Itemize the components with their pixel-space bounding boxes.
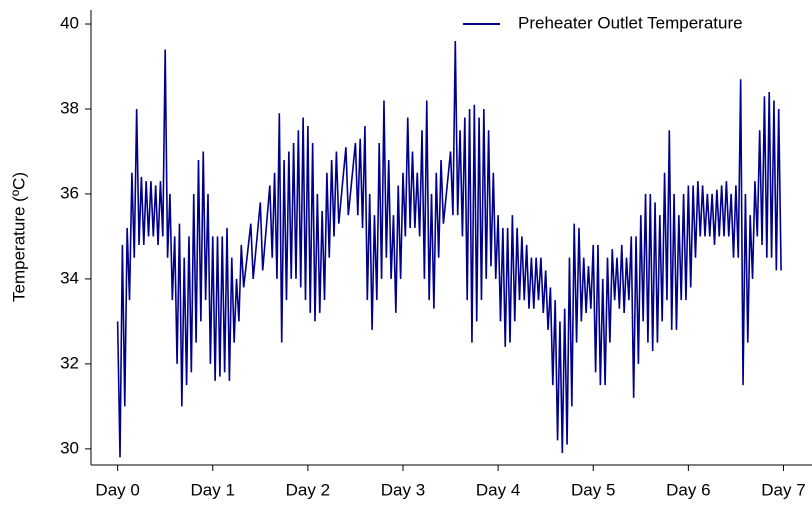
y-axis-label: Temperature (ºC) bbox=[9, 172, 28, 302]
x-tick-label: Day 7 bbox=[761, 480, 805, 499]
y-tick-label: 32 bbox=[60, 353, 79, 372]
x-tick-label: Day 5 bbox=[571, 480, 615, 499]
x-tick-label: Day 6 bbox=[666, 480, 710, 499]
x-tick-label: Day 2 bbox=[286, 480, 330, 499]
data-line bbox=[116, 40, 782, 458]
y-tick-label: 38 bbox=[60, 98, 79, 117]
y-tick-label: 40 bbox=[60, 14, 79, 33]
x-tick-label: Day 4 bbox=[476, 480, 520, 499]
legend-label: Preheater Outlet Temperature bbox=[518, 13, 743, 32]
y-tick-label: 34 bbox=[60, 268, 79, 287]
y-tick-label: 30 bbox=[60, 438, 79, 457]
x-tick-label: Day 3 bbox=[381, 480, 425, 499]
x-tick-label: Day 1 bbox=[191, 480, 235, 499]
x-tick-label: Day 0 bbox=[95, 480, 139, 499]
y-tick-label: 36 bbox=[60, 183, 79, 202]
